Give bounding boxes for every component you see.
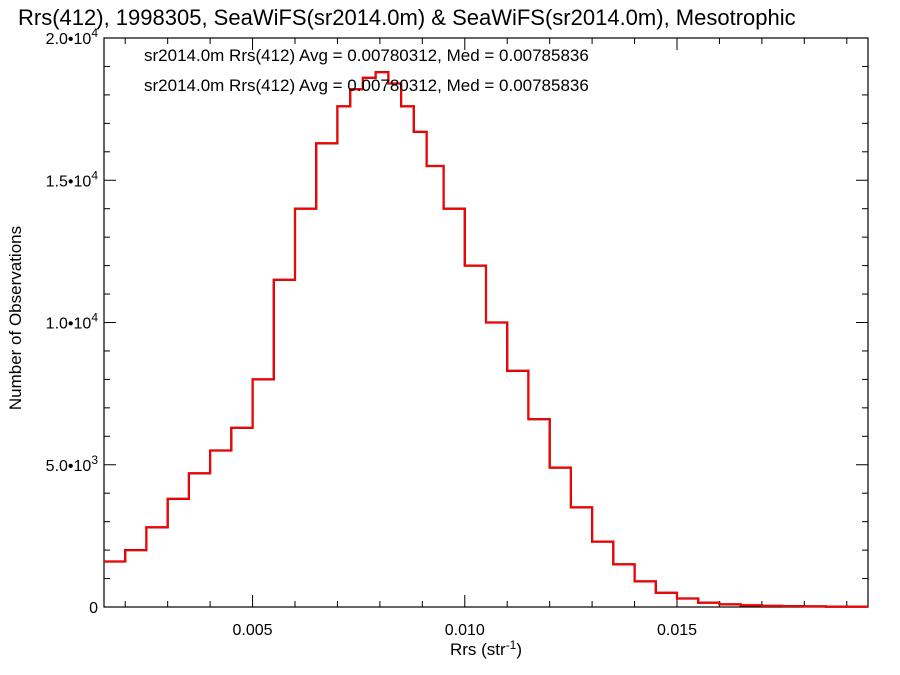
y-axis-ticks: 0 5.0•103 1.0•104 1.5•104 2.0•104: [46, 26, 868, 617]
annotation-black: sr2014.0m Rrs(412) Avg = 0.00780312, Med…: [144, 46, 589, 65]
series-layer: [104, 71, 868, 608]
x-axis-label: Rrs (str-1): [450, 638, 522, 659]
x-axis-label-superscript: -1: [506, 638, 517, 652]
y-tick-label: 0: [89, 600, 98, 617]
y-tick-label: 5.0•103: [46, 453, 99, 475]
x-tick-label: 0.010: [445, 622, 485, 639]
x-axis-ticks: 0.005 0.010 0.015: [124, 38, 848, 639]
annotation-red: sr2014.0m Rrs(412) Avg = 0.00780312, Med…: [144, 76, 589, 95]
y-tick-label: 2.0•104: [46, 26, 99, 48]
x-tick-label: 0.005: [233, 622, 273, 639]
series-line-black: [104, 71, 868, 608]
x-tick-label: 0.015: [657, 622, 697, 639]
y-axis-label: Number of Observations: [6, 226, 25, 410]
series-line-red: [104, 71, 868, 608]
y-tick-label: 1.5•104: [46, 168, 99, 190]
y-tick-label: 1.0•104: [46, 311, 99, 333]
chart-title: Rrs(412), 1998305, SeaWiFS(sr2014.0m) & …: [18, 5, 796, 30]
